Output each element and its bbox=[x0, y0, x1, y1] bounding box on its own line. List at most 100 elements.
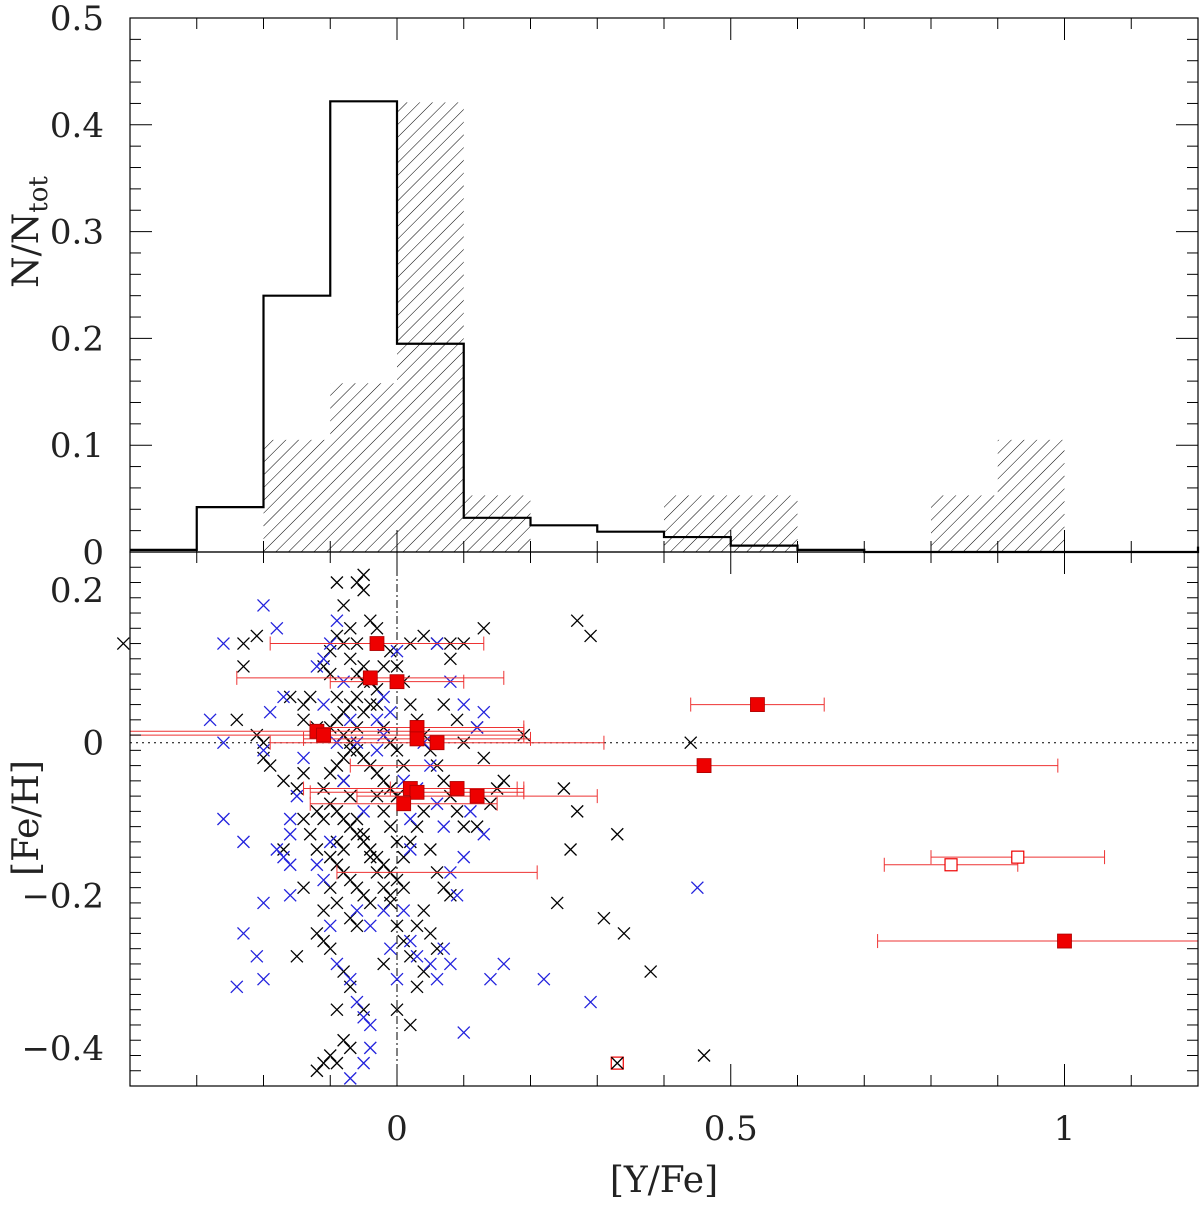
field-star-marker bbox=[390, 873, 404, 887]
field-star-marker-blue bbox=[357, 1010, 371, 1024]
field-star-marker bbox=[383, 820, 397, 834]
field-star-marker bbox=[337, 812, 351, 826]
field-star-marker bbox=[303, 827, 317, 841]
field-star-marker bbox=[323, 1049, 337, 1062]
field-star-marker bbox=[370, 766, 384, 780]
field-star-marker-blue bbox=[477, 705, 491, 719]
field-star-marker-blue bbox=[323, 835, 337, 849]
field-star-marker-blue bbox=[343, 713, 357, 727]
field-star-marker bbox=[330, 690, 344, 704]
field-star-marker bbox=[443, 652, 457, 666]
field-star-marker bbox=[337, 965, 351, 979]
field-star-marker-blue bbox=[257, 972, 270, 986]
field-star-marker bbox=[477, 621, 491, 635]
field-star-marker-blue bbox=[497, 957, 511, 971]
field-star-marker-blue bbox=[370, 743, 384, 757]
field-star-marker bbox=[437, 698, 451, 712]
field-star-marker bbox=[363, 850, 377, 864]
field-star-marker bbox=[343, 911, 357, 925]
field-star-marker-blue bbox=[430, 972, 444, 986]
field-star-marker bbox=[350, 919, 364, 933]
field-star-marker-blue bbox=[363, 1018, 377, 1032]
field-star-marker bbox=[383, 888, 397, 902]
field-star-marker bbox=[297, 881, 311, 895]
field-star-marker bbox=[317, 934, 331, 948]
field-star-marker-blue bbox=[690, 881, 704, 895]
field-star-marker-blue bbox=[443, 957, 457, 971]
field-star-marker bbox=[370, 698, 384, 712]
field-star-marker-blue bbox=[297, 751, 311, 765]
field-star-marker bbox=[343, 743, 357, 757]
crossed-box-marker bbox=[610, 1056, 624, 1070]
field-star-marker bbox=[477, 751, 491, 765]
field-star-marker-blue bbox=[203, 713, 217, 727]
field-star-marker-blue bbox=[283, 888, 297, 902]
field-star-marker-blue bbox=[283, 858, 297, 872]
field-star-marker-blue bbox=[330, 614, 344, 628]
field-star-marker bbox=[397, 850, 411, 864]
target-marker bbox=[362, 670, 378, 686]
field-star-marker bbox=[443, 888, 457, 902]
y-tick-label: 0.4 bbox=[50, 106, 104, 146]
field-star-marker bbox=[403, 949, 417, 963]
x-tick-label: 0.5 bbox=[704, 1109, 758, 1149]
field-star-marker bbox=[297, 766, 311, 780]
scatter-x-tick-labels: 0 0.5 1 bbox=[386, 1109, 1075, 1149]
field-star-marker bbox=[337, 1033, 351, 1047]
field-star-marker bbox=[330, 835, 344, 849]
field-star-marker bbox=[357, 568, 371, 582]
field-star-marker-blue bbox=[403, 843, 417, 856]
field-star-marker bbox=[697, 1049, 711, 1062]
field-star-marker-blue bbox=[237, 835, 250, 849]
field-star-marker bbox=[403, 698, 417, 712]
target-marker bbox=[1057, 933, 1072, 949]
scatter-y-axis-label: [Fe/H] bbox=[6, 760, 47, 876]
field-star-marker bbox=[330, 1003, 344, 1017]
crossed-box-cross bbox=[610, 1056, 624, 1070]
field-star-marker bbox=[343, 873, 357, 887]
field-star-marker-blue bbox=[463, 804, 477, 818]
field-star-marker-blue bbox=[403, 812, 417, 826]
field-star-marker bbox=[617, 926, 631, 940]
field-star-marker bbox=[377, 659, 391, 673]
field-star-marker-blue bbox=[343, 972, 357, 986]
field-star-marker bbox=[330, 804, 344, 818]
field-star-marker bbox=[323, 850, 337, 864]
field-star-marker-blue bbox=[457, 698, 471, 712]
target-marker bbox=[750, 697, 765, 712]
x-tick-label: 0 bbox=[386, 1109, 408, 1149]
field-star-marker-blue bbox=[283, 812, 297, 826]
field-star-marker bbox=[390, 1003, 404, 1017]
field-star-marker-blue bbox=[270, 621, 284, 635]
field-star-marker bbox=[343, 652, 357, 666]
field-star-marker-blue bbox=[310, 858, 324, 872]
field-star-marker bbox=[310, 804, 324, 818]
histogram-y-tick-labels: 0 0.1 0.2 0.3 0.4 0.5 bbox=[50, 0, 104, 573]
field-star-marker bbox=[397, 934, 411, 948]
field-star-marker-blue bbox=[317, 652, 331, 666]
hatched-bar bbox=[463, 495, 531, 552]
field-star-marker bbox=[584, 629, 598, 643]
field-star-marker-blue bbox=[277, 850, 290, 864]
field-star-marker bbox=[684, 736, 698, 750]
field-star-marker bbox=[403, 1018, 417, 1032]
field-star-marker bbox=[377, 774, 391, 788]
field-star-marker bbox=[570, 614, 584, 628]
field-star-marker-blue bbox=[257, 743, 270, 757]
field-star-marker bbox=[310, 1064, 324, 1078]
field-star-marker bbox=[390, 919, 404, 933]
field-star-marker bbox=[323, 942, 337, 956]
field-star-marker bbox=[237, 659, 250, 673]
field-star-marker bbox=[317, 1056, 331, 1070]
field-star-marker-blue bbox=[383, 942, 397, 956]
y-tick-label: 0.3 bbox=[50, 213, 104, 253]
field-star-marker bbox=[377, 957, 391, 971]
hatched-histogram bbox=[263, 102, 1065, 552]
field-star-marker bbox=[283, 690, 297, 704]
field-star-marker bbox=[410, 980, 424, 994]
field-star-marker bbox=[337, 598, 351, 612]
field-star-marker-blue bbox=[403, 934, 417, 948]
field-star-marker-blue bbox=[350, 995, 364, 1009]
field-star-marker-blue bbox=[397, 904, 411, 918]
